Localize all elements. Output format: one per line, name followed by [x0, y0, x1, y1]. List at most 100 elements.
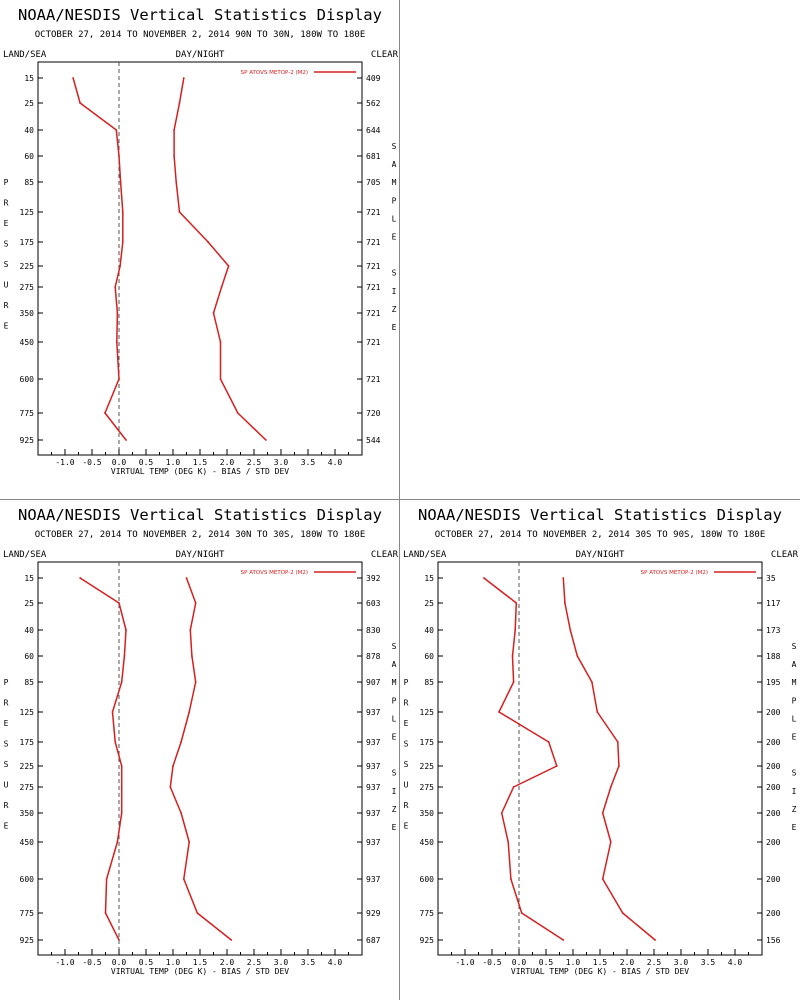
std-dev-point	[189, 629, 192, 631]
std-dev-point	[569, 629, 572, 631]
sample-size-axis-letter: E	[792, 823, 797, 832]
bias-point	[125, 629, 127, 631]
bias-point	[104, 412, 106, 414]
panel-1: NOAA/NESDIS Vertical Statistics Display …	[3, 6, 399, 476]
pressure-axis-letter: E	[4, 219, 9, 228]
sample-size-axis-letter: E	[792, 733, 797, 742]
std-dev-line	[173, 77, 267, 441]
pressure-axis-letter: S	[4, 260, 9, 269]
bias-point	[507, 841, 510, 843]
pressure-level-label: 15	[24, 74, 34, 83]
panel-subtitle: OCTOBER 27, 2014 TO NOVEMBER 2, 2014 30S…	[435, 530, 766, 540]
pressure-level-label: 600	[20, 875, 35, 884]
sample-size-axis-letter: M	[392, 178, 397, 187]
land-sea-label: LAND/SEA	[3, 50, 47, 60]
std-dev-point	[562, 577, 565, 579]
sample-size-axis-letter: S	[792, 769, 797, 778]
bias-point	[120, 786, 123, 788]
legend-label: SP ATOVS METOP-2 (M2)	[241, 70, 308, 76]
pressure-axis-letter: S	[404, 760, 409, 769]
panel-title: NOAA/NESDIS Vertical Statistics Display	[18, 506, 382, 524]
bias-point	[118, 939, 120, 941]
pressure-level-label: 775	[420, 909, 435, 918]
sample-size-axis-letter: P	[392, 696, 397, 705]
bias-line	[79, 577, 127, 941]
panel-3: NOAA/NESDIS Vertical Statistics Display …	[403, 506, 799, 976]
std-dev-point	[185, 577, 188, 579]
bias-point	[121, 241, 124, 243]
x-axis-label: VIRTUAL TEMP (DEG K) - BIAS / STD DEV	[111, 967, 289, 976]
bias-point	[120, 681, 123, 683]
x-tick-label: 3.0	[274, 458, 289, 467]
pressure-level-label: 450	[420, 838, 435, 847]
x-tick-label: 1.0	[166, 458, 181, 467]
sample-size-label: 200	[766, 783, 781, 792]
sample-size-axis-letter: Z	[392, 305, 397, 314]
std-dev-point	[601, 812, 604, 814]
pressure-level-label: 350	[20, 809, 35, 818]
pressure-axis-letter: R	[4, 301, 9, 310]
pressure-level-label: 775	[20, 409, 35, 418]
pressure-level-label: 275	[420, 783, 435, 792]
pressure-axis-letter: S	[4, 760, 9, 769]
sample-size-axis-letter: M	[392, 678, 397, 687]
std-dev-point	[596, 711, 599, 713]
sample-size-label: 721	[366, 309, 381, 318]
sample-size-axis-letter: I	[392, 287, 397, 296]
sample-size-axis-letter: S	[792, 642, 797, 651]
std-dev-point	[196, 912, 199, 914]
x-tick-label: -1.0	[455, 958, 474, 967]
std-dev-point	[564, 602, 566, 604]
bias-point	[121, 211, 124, 213]
std-dev-point	[591, 681, 593, 683]
plot-frame	[37, 561, 363, 956]
bias-point	[114, 741, 117, 743]
sample-size-label: 681	[366, 152, 381, 161]
pressure-level-label: 60	[24, 652, 34, 661]
sample-size-label: 721	[366, 208, 381, 217]
x-tick-label: -0.5	[82, 958, 101, 967]
land-sea-label: LAND/SEA	[403, 550, 447, 560]
std-dev-point	[230, 939, 233, 941]
sample-size-label: 117	[766, 599, 781, 608]
sample-size-axis-letter: S	[392, 769, 397, 778]
std-dev-point	[654, 939, 656, 941]
x-tick-label: -0.5	[482, 958, 501, 967]
sample-size-axis-letter: Z	[392, 805, 397, 814]
pressure-axis-letter: S	[4, 740, 9, 749]
sample-size-axis-letter: A	[392, 660, 397, 669]
pressure-level-label: 85	[424, 678, 434, 687]
plot-frame	[37, 61, 363, 456]
std-dev-point	[219, 341, 222, 343]
sample-size-axis-letter: I	[392, 787, 397, 796]
sample-size-axis-letter: S	[392, 642, 397, 651]
land-sea-label: LAND/SEA	[3, 550, 47, 560]
legend-label: SP ATOVS METOP-2 (M2)	[241, 570, 308, 576]
pressure-level-label: 350	[20, 309, 35, 318]
pressure-axis-letter: U	[4, 281, 9, 290]
x-axis-label: VIRTUAL TEMP (DEG K) - BIAS / STD DEV	[511, 967, 689, 976]
pressure-level-label: 60	[424, 652, 434, 661]
bias-point	[115, 341, 118, 343]
sample-size-label: 721	[366, 283, 381, 292]
std-dev-point	[194, 681, 197, 683]
bias-point	[498, 711, 500, 713]
pressure-level-label: 175	[20, 738, 35, 747]
pressure-level-label: 25	[24, 99, 34, 108]
plot-frame	[437, 561, 763, 956]
x-tick-label: 1.5	[593, 958, 608, 967]
sample-size-label: 937	[366, 809, 381, 818]
pressure-level-label: 450	[20, 838, 35, 847]
pressure-axis-letter: P	[404, 678, 409, 687]
std-dev-point	[227, 265, 230, 267]
panel-subtitle: OCTOBER 27, 2014 TO NOVEMBER 2, 2014 90N…	[35, 30, 366, 40]
std-dev-line	[169, 577, 232, 941]
x-tick-label: 0.0	[512, 958, 527, 967]
sample-size-label: 937	[366, 783, 381, 792]
bias-point	[520, 912, 523, 914]
sample-size-label: 603	[366, 599, 381, 608]
bias-point	[547, 741, 550, 743]
std-dev-point	[178, 102, 181, 104]
sample-size-label: 721	[366, 375, 381, 384]
